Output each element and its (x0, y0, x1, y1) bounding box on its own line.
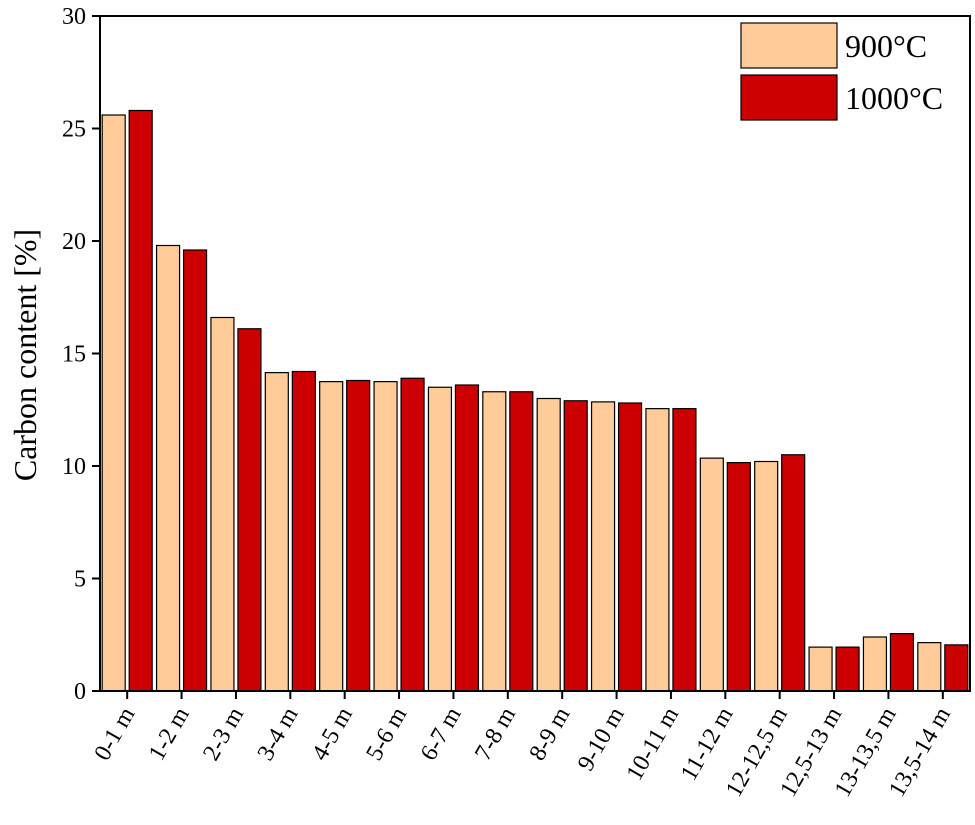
bar-series1-13 (808, 646, 833, 692)
bar-series1-2 (210, 316, 235, 692)
bar-series1-1 (155, 244, 181, 692)
legend: 900°C 1000°C (740, 22, 943, 121)
bar-series2-3 (291, 370, 316, 692)
x-tick-label-2: 2-3 m (198, 703, 249, 765)
y-tick-label-2: 10 (62, 454, 86, 480)
x-tick-label-6: 6-7 m (416, 703, 467, 765)
bar-series1-6 (427, 386, 453, 692)
bar-series2-2 (237, 328, 262, 692)
y-axis: 0 5 10 15 20 25 30 (62, 4, 100, 705)
bar-series2-10 (672, 408, 697, 692)
bar-series2-0 (128, 109, 153, 692)
bars-layer (101, 109, 969, 692)
bar-series2-7 (509, 391, 534, 692)
y-axis-title: Carbon content [%] (7, 229, 43, 481)
y-tick-label-6: 30 (62, 4, 86, 30)
bar-series2-6 (454, 384, 480, 692)
bar-series2-13 (835, 646, 860, 692)
x-tick-label-1: 1-2 m (144, 703, 195, 765)
bar-series2-8 (563, 400, 588, 692)
bar-series2-5 (400, 377, 425, 692)
bar-series1-9 (590, 401, 616, 692)
bar-series1-14 (862, 636, 888, 692)
x-tick-label-5: 5-6 m (361, 703, 412, 765)
x-tick-label-9: 9-10 m (573, 703, 630, 776)
bar-series1-15 (917, 642, 942, 692)
x-tick-label-4: 4-5 m (307, 703, 358, 765)
bar-series1-8 (536, 397, 561, 692)
y-tick-label-1: 5 (74, 567, 86, 593)
bar-series1-3 (264, 372, 289, 692)
bar-series2-4 (346, 379, 371, 692)
x-tick-label-0: 0-1 m (90, 703, 141, 765)
y-tick-label-5: 25 (62, 117, 86, 143)
legend-label-0: 900°C (845, 28, 927, 64)
bar-series1-10 (645, 408, 670, 692)
bar-series1-12 (754, 460, 779, 692)
legend-label-1: 1000°C (845, 80, 943, 116)
x-tick-label-3: 3-4 m (253, 703, 304, 765)
x-axis: 0-1 m 1-2 m 2-3 m 3-4 m 4-5 m 5-6 m 6-7 m 7-8 m… (90, 691, 956, 801)
bar-series2-12 (781, 454, 806, 692)
y-tick-label-0: 0 (74, 679, 86, 705)
bar-series2-1 (182, 249, 208, 692)
bar-series2-9 (617, 402, 643, 692)
x-tick-label-7: 7-8 m (470, 703, 521, 765)
bar-series1-0 (101, 114, 126, 692)
x-tick-label-8: 8-9 m (525, 703, 576, 765)
bar-series1-4 (319, 381, 344, 692)
bar-series2-14 (889, 633, 915, 692)
y-tick-label-4: 20 (62, 229, 86, 255)
bar-series1-5 (373, 381, 398, 692)
bar-series2-11 (726, 462, 751, 692)
legend-swatch-0 (740, 22, 838, 69)
bar-series1-7 (482, 391, 507, 692)
legend-swatch-1 (740, 74, 838, 121)
y-tick-label-3: 15 (62, 342, 86, 368)
bar-series1-11 (699, 457, 724, 692)
bar-series2-15 (944, 644, 969, 692)
x-tick-label-10: 10-11 m (622, 703, 685, 785)
